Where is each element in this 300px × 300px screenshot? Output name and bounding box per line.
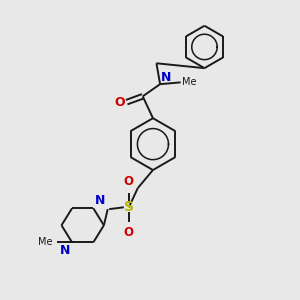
Text: O: O	[124, 175, 134, 188]
Text: Me: Me	[38, 237, 53, 248]
Text: N: N	[161, 70, 172, 84]
Text: S: S	[124, 200, 134, 214]
Text: O: O	[115, 96, 125, 109]
Text: O: O	[124, 226, 134, 239]
Text: N: N	[60, 244, 70, 256]
Text: Me: Me	[182, 77, 197, 87]
Text: N: N	[95, 194, 105, 207]
